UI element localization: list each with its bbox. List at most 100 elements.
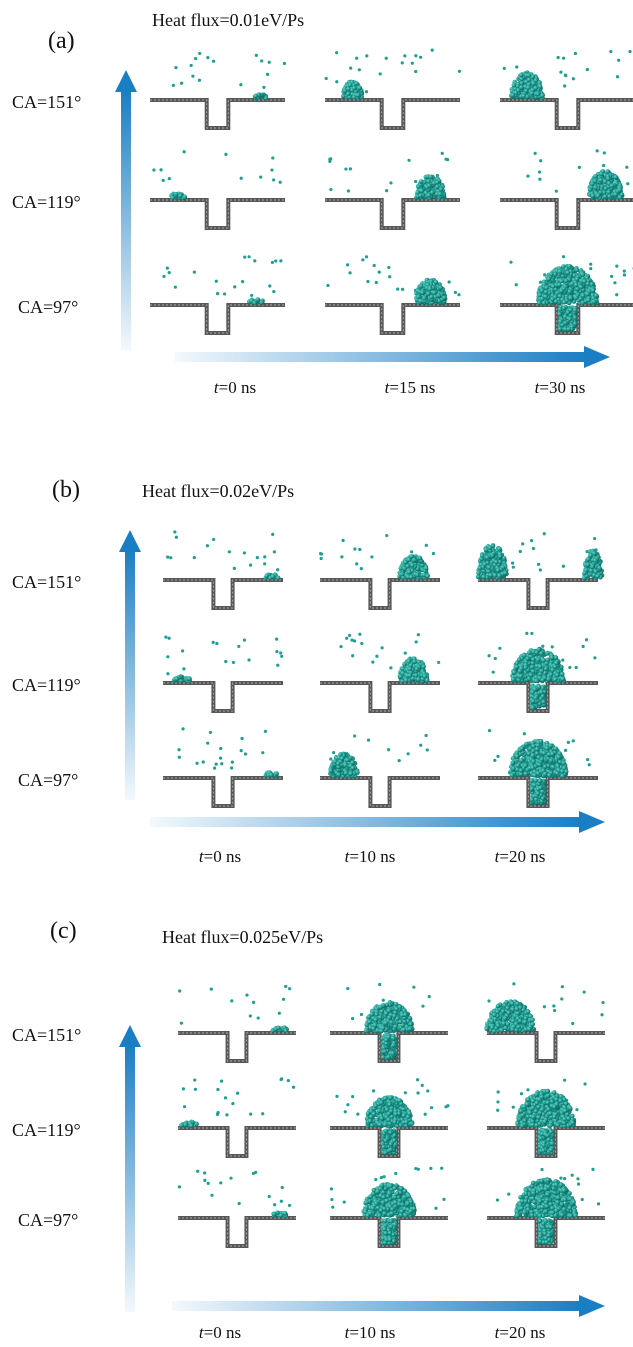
water-droplet	[361, 1182, 417, 1246]
contact-angle-label: CA=151°	[12, 572, 81, 592]
water-droplet	[508, 70, 545, 101]
md-snapshot	[475, 532, 605, 610]
substrate-atoms	[320, 579, 440, 609]
time-label: t=0 ns	[199, 1323, 241, 1342]
panel-label: (a)	[48, 28, 75, 54]
water-droplet	[397, 656, 430, 684]
md-snapshot	[150, 51, 287, 130]
heat-flux-title: Heat flux=0.01eV/Ps	[152, 10, 304, 30]
vapor-molecules	[166, 530, 280, 572]
md-snapshot	[320, 733, 440, 808]
water-droplet	[397, 554, 430, 581]
md-snapshot	[478, 729, 598, 808]
water-droplet	[364, 1095, 415, 1156]
md-snapshot	[478, 631, 598, 713]
panel-c: (c) Heat flux=0.025eV/Ps CA=151° CA=119° CA=…	[12, 918, 605, 1342]
substrate-atoms	[320, 682, 440, 712]
substrate-atoms	[150, 99, 285, 129]
grooved-substrate	[178, 1216, 296, 1248]
grooved-substrate	[500, 98, 633, 130]
condensate-cluster	[252, 92, 269, 101]
grooved-substrate	[320, 776, 440, 808]
md-snapshot	[320, 632, 441, 713]
md-snapshot	[325, 151, 460, 230]
md-snapshot	[500, 49, 633, 130]
time-axis-arrow-head	[584, 346, 610, 368]
grooved-substrate	[478, 578, 598, 610]
contact-angle-label: CA=151°	[12, 1025, 81, 1045]
grooved-substrate	[163, 578, 283, 610]
time-label: t=0 ns	[199, 847, 241, 866]
substrate-atoms	[150, 304, 285, 334]
water-droplet	[413, 174, 447, 201]
md-snapshot	[487, 1078, 605, 1158]
time-axis-arrow-head	[579, 811, 605, 833]
vapor-molecules	[162, 255, 283, 298]
grooved-substrate	[320, 681, 440, 713]
grooved-substrate	[150, 198, 285, 230]
condensate-cluster	[270, 1025, 289, 1033]
md-snapshot	[329, 1166, 448, 1248]
md-snapshot	[150, 150, 285, 230]
vapor-molecules	[324, 48, 461, 94]
md-snapshot	[500, 149, 633, 230]
contact-angle-label: CA=119°	[12, 1120, 81, 1140]
time-label: t=30 ns	[535, 378, 586, 397]
time-label: t=15 ns	[385, 378, 436, 397]
md-snapshot	[177, 1169, 296, 1248]
condensate-cluster	[179, 1119, 199, 1129]
water-droplet	[327, 751, 360, 779]
vapor-molecules	[339, 632, 441, 673]
time-axis-arrow-head	[579, 1295, 605, 1317]
substrate-atoms	[478, 579, 598, 609]
heat-flux-title: Heat flux=0.025eV/Ps	[162, 927, 323, 947]
water-droplet	[513, 1177, 579, 1246]
grooved-substrate	[325, 303, 460, 335]
substrate-atoms	[325, 99, 460, 129]
substrate-atoms	[500, 99, 633, 129]
ca-axis-arrow-shaft	[125, 550, 135, 800]
substrate-atoms	[325, 199, 460, 229]
grooved-substrate	[325, 98, 460, 130]
substrate-atoms	[163, 777, 283, 807]
water-droplet	[515, 1088, 577, 1156]
water-droplet	[484, 999, 537, 1034]
md-snapshot	[150, 255, 285, 335]
md-snapshot	[500, 255, 633, 335]
substrate-atoms	[487, 1032, 605, 1062]
vapor-molecules	[152, 150, 282, 184]
substrate-atoms	[150, 199, 285, 229]
md-snapshot	[178, 984, 296, 1063]
substrate-atoms	[478, 777, 598, 807]
contact-angle-label: CA=97°	[18, 297, 78, 317]
grooved-substrate	[320, 578, 440, 610]
md-snapshot	[319, 533, 440, 610]
md-snapshot	[325, 255, 461, 335]
substrate-atoms	[178, 1217, 296, 1247]
water-droplet	[507, 738, 569, 806]
grooved-substrate	[150, 303, 285, 335]
substrate-atoms	[163, 682, 283, 712]
contact-angle-label: CA=97°	[18, 1210, 78, 1230]
substrate-atoms	[487, 1127, 605, 1157]
md-snapshot	[484, 982, 605, 1063]
md-snapshot	[324, 48, 461, 130]
substrate-atoms	[330, 1217, 448, 1247]
md-snapshot	[178, 1077, 296, 1158]
contact-angle-label: CA=119°	[12, 675, 81, 695]
panel-label: (b)	[52, 477, 80, 503]
condensate-cluster	[263, 572, 281, 581]
substrate-atoms	[330, 1127, 448, 1157]
vapor-molecules	[171, 51, 287, 89]
vapor-molecules	[181, 1077, 296, 1117]
condensate-cluster	[271, 1210, 289, 1219]
ca-axis-arrow-head	[119, 530, 141, 552]
condensate-cluster	[169, 191, 188, 201]
grooved-substrate	[163, 681, 283, 713]
time-axis-arrow-shaft	[172, 1301, 581, 1311]
time-label: t=0 ns	[214, 378, 256, 397]
ca-axis-arrow-shaft	[121, 90, 131, 350]
vapor-molecules	[526, 149, 630, 193]
heat-flux-title: Heat flux=0.02eV/Ps	[142, 481, 294, 501]
